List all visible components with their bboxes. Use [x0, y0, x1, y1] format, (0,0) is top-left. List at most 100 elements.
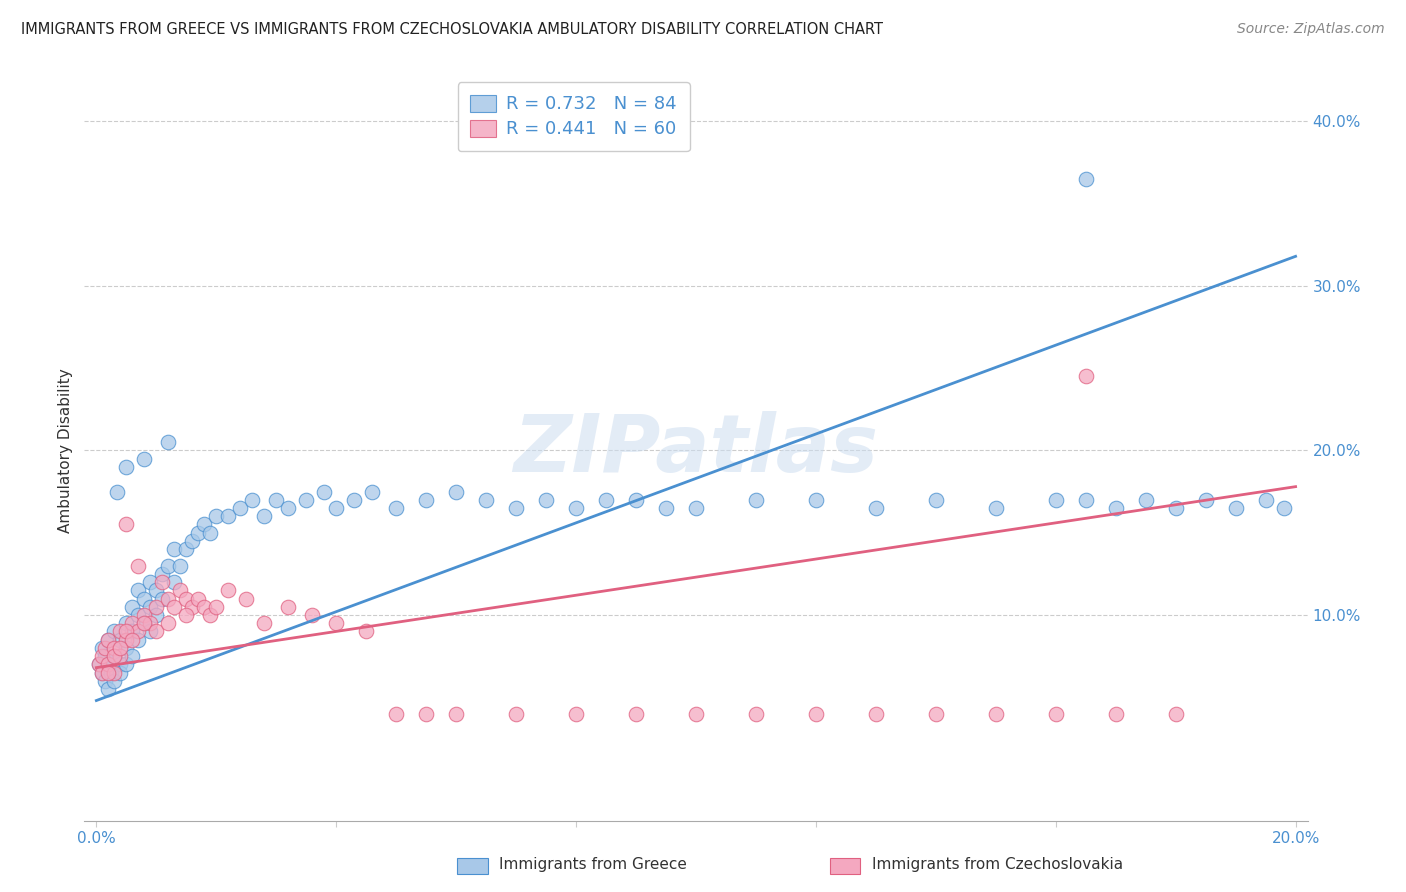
Point — [91, 665, 114, 680]
Point — [174, 542, 197, 557]
Point — [193, 517, 215, 532]
Point — [1225, 501, 1247, 516]
Point — [110, 624, 132, 639]
Point — [127, 558, 149, 573]
Point — [200, 525, 222, 540]
Point — [385, 706, 408, 721]
Point — [187, 525, 209, 540]
Point — [134, 451, 156, 466]
Point — [150, 591, 173, 606]
Point — [145, 607, 167, 622]
Point — [235, 591, 257, 606]
Point — [1074, 492, 1097, 507]
Point — [110, 665, 132, 680]
Point — [103, 624, 125, 639]
Point — [94, 673, 117, 688]
Point — [200, 607, 222, 622]
Point — [174, 591, 197, 606]
Point — [1105, 706, 1128, 721]
Point — [415, 492, 437, 507]
Point — [157, 558, 180, 573]
Point — [444, 706, 467, 721]
Point — [277, 501, 299, 516]
Point — [163, 599, 186, 614]
Point — [253, 616, 276, 631]
Point — [115, 657, 138, 672]
Point — [103, 673, 125, 688]
Point — [984, 501, 1007, 516]
Point — [115, 640, 138, 655]
Point — [121, 632, 143, 647]
Point — [1164, 706, 1187, 721]
Point — [475, 492, 498, 507]
Point — [565, 706, 588, 721]
Point — [193, 599, 215, 614]
Legend: R = 0.732   N = 84, R = 0.441   N = 60: R = 0.732 N = 84, R = 0.441 N = 60 — [457, 82, 690, 151]
Point — [624, 706, 647, 721]
Point — [865, 501, 887, 516]
Point — [343, 492, 366, 507]
Point — [139, 624, 162, 639]
Point — [1105, 501, 1128, 516]
Point — [163, 542, 186, 557]
Point — [115, 517, 138, 532]
Point — [127, 624, 149, 639]
Point — [121, 616, 143, 631]
Point — [97, 632, 120, 647]
Point — [181, 533, 204, 548]
Point — [301, 607, 323, 622]
Point — [91, 649, 114, 664]
Point — [169, 558, 191, 573]
Point — [205, 599, 228, 614]
Point — [1135, 492, 1157, 507]
Point — [100, 665, 122, 680]
Point — [97, 665, 120, 680]
Point — [277, 599, 299, 614]
Point — [110, 657, 132, 672]
Point — [595, 492, 617, 507]
Text: ZIPatlas: ZIPatlas — [513, 411, 879, 490]
Point — [264, 492, 287, 507]
Point — [110, 632, 132, 647]
Point — [103, 665, 125, 680]
Point — [127, 607, 149, 622]
Point — [361, 484, 384, 499]
Point — [804, 706, 827, 721]
Y-axis label: Ambulatory Disability: Ambulatory Disability — [58, 368, 73, 533]
Point — [325, 501, 347, 516]
Point — [804, 492, 827, 507]
Point — [444, 484, 467, 499]
Point — [415, 706, 437, 721]
Point — [163, 575, 186, 590]
Point — [187, 591, 209, 606]
Point — [1254, 492, 1277, 507]
Point — [134, 616, 156, 631]
Point — [145, 599, 167, 614]
Point — [134, 607, 156, 622]
Point — [97, 632, 120, 647]
Point — [624, 492, 647, 507]
Point — [925, 706, 948, 721]
Point — [865, 706, 887, 721]
Point — [253, 509, 276, 524]
Point — [115, 632, 138, 647]
Point — [217, 509, 239, 524]
Point — [534, 492, 557, 507]
Point — [150, 566, 173, 581]
Point — [984, 706, 1007, 721]
Point — [150, 575, 173, 590]
Point — [115, 624, 138, 639]
Point — [385, 501, 408, 516]
Point — [110, 640, 132, 655]
Point — [94, 649, 117, 664]
Point — [89, 657, 111, 672]
Point — [134, 591, 156, 606]
Point — [94, 640, 117, 655]
Point — [181, 599, 204, 614]
Point — [174, 607, 197, 622]
Point — [1164, 501, 1187, 516]
Point — [139, 599, 162, 614]
Point — [121, 649, 143, 664]
Point — [127, 583, 149, 598]
Point — [217, 583, 239, 598]
